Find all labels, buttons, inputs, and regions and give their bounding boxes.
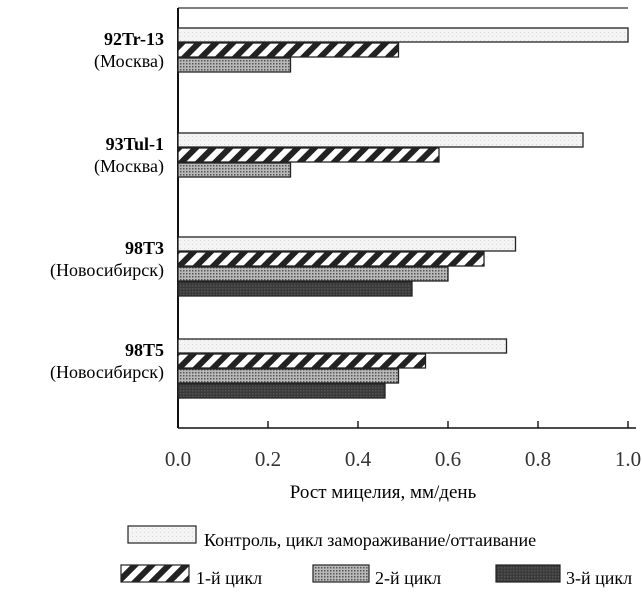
x-tick-label: 1.0 [615, 447, 641, 471]
bar-4-cat-4 [177, 383, 386, 399]
category-label: 93Tul-1 [106, 134, 164, 154]
category-sublabel: (Новосибирск) [50, 260, 164, 281]
bar-2-cat-2 [177, 147, 440, 163]
legend-label-2: 1-й цикл [196, 568, 262, 588]
legend-label-1: Контроль, цикл замораживание/оттаивание [204, 530, 536, 550]
bar-1-cat-2 [177, 132, 584, 148]
bar-1-cat-3 [177, 236, 517, 252]
bar-4-cat-3 [177, 281, 413, 297]
x-axis-title: Рост мицелия, мм/день [290, 482, 477, 503]
bar-3-cat-2 [177, 162, 292, 178]
x-tick-label: 0.8 [525, 447, 551, 471]
category-sublabel: (Новосибирск) [50, 362, 164, 383]
bar-3-cat-4 [177, 368, 400, 384]
category-sublabel: (Москва) [94, 156, 164, 177]
x-tick-label: 0.6 [435, 447, 461, 471]
bar-3-cat-1 [177, 57, 292, 73]
x-tick-label: 0.0 [165, 447, 191, 471]
legend-swatch-2 [120, 564, 190, 583]
legend-swatch-3 [312, 564, 370, 583]
x-tick-label: 0.4 [345, 447, 372, 471]
bar-3-cat-3 [177, 266, 449, 282]
bar-1-cat-1 [177, 27, 629, 43]
category-label: 98T5 [125, 340, 164, 360]
legend-swatch-1 [127, 525, 197, 544]
bar-2-cat-4 [177, 353, 427, 369]
bar-2-cat-3 [177, 251, 485, 267]
x-tick-label: 0.2 [255, 447, 281, 471]
legend-swatch-4 [495, 564, 561, 583]
bar-2-cat-1 [177, 42, 400, 58]
category-label: 98T3 [125, 238, 164, 258]
legend-label-3: 2-й цикл [375, 568, 441, 588]
category-sublabel: (Москва) [94, 51, 164, 72]
legend-label-4: 3-й цикл [566, 568, 632, 588]
bar-1-cat-4 [177, 338, 508, 354]
category-label: 92Tr-13 [104, 29, 164, 49]
